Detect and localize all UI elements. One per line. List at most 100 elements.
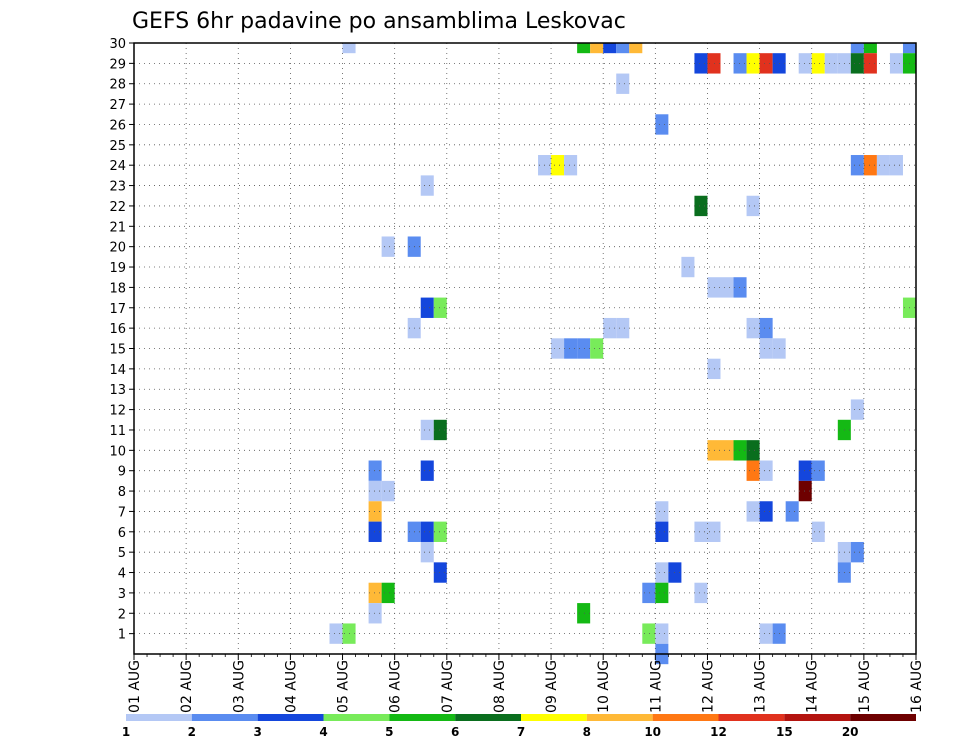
- y-tick-label: 17: [109, 302, 126, 317]
- legend-label: 6: [451, 725, 459, 739]
- heatmap-cell: [329, 623, 343, 644]
- x-tick-label: 13 AUG: [753, 660, 769, 713]
- heatmap-cell: [889, 53, 903, 74]
- heatmap-cell: [798, 53, 812, 74]
- heatmap-cell: [746, 317, 760, 339]
- x-tick-label: 08 AUG: [492, 660, 508, 713]
- x-tick-label: 12 AUG: [700, 660, 716, 713]
- heatmap-cell: [863, 53, 877, 74]
- y-tick-label: 25: [109, 139, 126, 154]
- heatmap-cell: [889, 155, 903, 176]
- heatmap-cell: [746, 53, 760, 74]
- heatmap-cell: [707, 53, 721, 74]
- heatmap-cell: [720, 440, 734, 461]
- heatmap-cell: [694, 53, 708, 74]
- y-tick-label: 26: [109, 118, 126, 133]
- heatmap-cell: [655, 521, 669, 542]
- heatmap-cell: [707, 521, 721, 542]
- plot-cells: [329, 43, 916, 665]
- x-tick-label: 05 AUG: [336, 660, 352, 713]
- y-tick-label: 28: [109, 78, 126, 93]
- color-legend: 1 2 3 4 5 6 7 8 10 12 15 20: [122, 714, 916, 739]
- heatmap-cell: [746, 501, 760, 522]
- legend-swatch: [586, 714, 653, 721]
- heatmap-cell: [368, 603, 382, 624]
- heatmap-cell: [655, 623, 669, 644]
- x-tick-label: 11 AUG: [648, 660, 664, 713]
- x-tick-label: 02 AUG: [179, 660, 195, 713]
- chart-title: GEFS 6hr padavine po ansamblima Leskovac: [132, 9, 626, 34]
- x-tick-label: 06 AUG: [388, 660, 404, 713]
- y-tick-label: 1: [118, 628, 126, 643]
- legend-swatch: [191, 714, 258, 721]
- heatmap-cell: [746, 440, 760, 461]
- heatmap-cell: [746, 460, 760, 481]
- heatmap-cell: [420, 460, 434, 481]
- heatmap-cell: [420, 297, 434, 318]
- y-axis: 1234567891011121314151617181920212223242…: [109, 37, 134, 643]
- heatmap-cell: [433, 297, 447, 318]
- heatmap-cell: [577, 338, 591, 359]
- legend-label: 10: [644, 725, 661, 739]
- y-tick-label: 5: [118, 546, 126, 561]
- heatmap-cell: [850, 399, 864, 420]
- heatmap-cell: [590, 338, 604, 359]
- legend-swatch: [718, 714, 785, 721]
- heatmap-cell: [876, 155, 890, 176]
- legend-swatch: [652, 714, 719, 721]
- legend-swatch: [784, 714, 851, 721]
- x-tick-label: 01 AUG: [127, 660, 143, 713]
- heatmap-cell: [811, 53, 825, 74]
- y-tick-label: 6: [118, 526, 126, 541]
- heatmap-cell: [642, 582, 656, 604]
- legend-label: 7: [517, 725, 525, 739]
- heatmap-cell: [694, 521, 708, 542]
- heatmap-cell: [368, 521, 382, 542]
- y-tick-label: 30: [109, 37, 126, 52]
- heatmap-cell: [863, 43, 877, 54]
- y-tick-label: 19: [109, 261, 126, 276]
- y-tick-label: 7: [118, 505, 126, 520]
- heatmap-cell: [759, 460, 773, 481]
- y-tick-label: 10: [109, 444, 126, 459]
- heatmap-cell: [616, 317, 630, 339]
- heatmap-cell: [655, 582, 669, 604]
- y-tick-label: 22: [109, 200, 126, 215]
- y-tick-label: 11: [109, 424, 126, 439]
- legend-swatch: [126, 714, 192, 721]
- heatmap-cell: [681, 256, 695, 278]
- heatmap-cell: [590, 43, 604, 54]
- y-tick-label: 12: [109, 404, 126, 419]
- heatmap-cell: [759, 53, 773, 74]
- heatmap-cell: [798, 480, 812, 502]
- heatmap-cell: [850, 541, 864, 563]
- heatmap-cell: [707, 440, 721, 461]
- heatmap-cell: [342, 43, 356, 54]
- y-tick-label: 4: [118, 567, 126, 582]
- legend-label: 2: [188, 725, 196, 739]
- y-tick-label: 24: [109, 159, 126, 174]
- x-tick-label: 03 AUG: [231, 660, 247, 713]
- heatmap-cell: [577, 603, 591, 624]
- heatmap-cell: [381, 480, 395, 502]
- heatmap-cell: [551, 338, 565, 359]
- y-tick-label: 15: [109, 343, 126, 358]
- heatmap-cell: [616, 73, 630, 94]
- y-tick-label: 27: [109, 98, 126, 113]
- legend-swatch: [521, 714, 587, 721]
- y-tick-label: 21: [109, 220, 126, 235]
- heatmap-cell: [420, 175, 434, 196]
- heatmap-cell: [707, 358, 721, 380]
- y-tick-label: 9: [118, 465, 126, 480]
- heatmap-cell: [733, 53, 747, 74]
- heatmap-cell: [655, 501, 669, 522]
- y-tick-label: 29: [109, 57, 126, 72]
- legend-swatch: [323, 714, 390, 721]
- legend-swatch: [455, 714, 521, 721]
- heatmap-cell: [759, 623, 773, 644]
- heatmap-cell: [433, 521, 447, 542]
- legend-swatch: [257, 714, 324, 721]
- heatmap-cell: [902, 43, 916, 54]
- heatmap-cell: [433, 419, 447, 441]
